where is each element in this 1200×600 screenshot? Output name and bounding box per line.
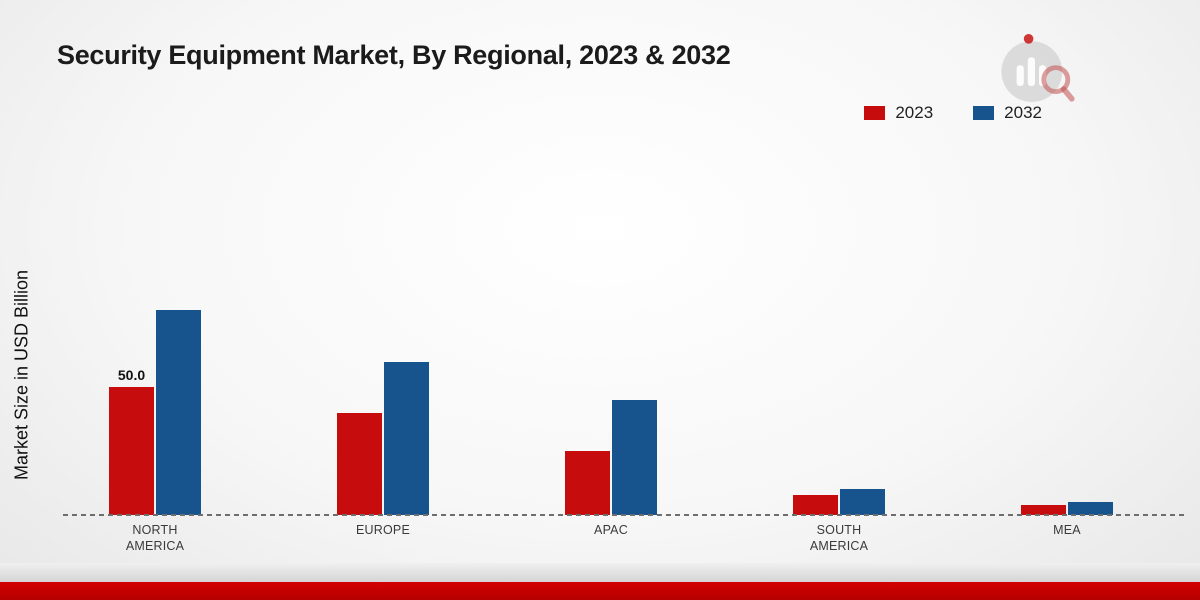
bar-2023-mea — [1021, 505, 1066, 515]
bar-2023-south-america — [793, 495, 838, 515]
x-axis-line — [63, 514, 1185, 516]
bar-2032-mea — [1068, 502, 1113, 515]
y-axis-label: Market Size in USD Billion — [11, 269, 32, 481]
bar-group-mea — [1021, 502, 1113, 515]
category-label-apac: APAC — [594, 523, 628, 537]
bar-2023-north-america: 50.0 — [109, 367, 154, 515]
bar-2032-apac — [612, 400, 657, 515]
bar-group-apac — [565, 400, 657, 515]
chart-area: 50.0 — [41, 295, 1181, 515]
category-label-south-america: SOUTH AMERICA — [809, 523, 869, 553]
legend-label-2023: 2023 — [895, 103, 934, 122]
category-label-north-america: NORTH AMERICA — [125, 523, 185, 553]
bar-2032-north-america — [156, 310, 201, 515]
bar-2032-south-america — [840, 489, 885, 515]
bar-group-europe — [337, 362, 429, 515]
plot-area: 50.0 — [41, 295, 1181, 515]
legend: 2023 2032 — [864, 103, 1042, 123]
bar-2032-europe — [384, 362, 429, 515]
bar-group-south-america — [793, 489, 885, 515]
category-label-mea: MEA — [1053, 523, 1081, 537]
legend-swatch-2032 — [973, 106, 995, 120]
value-label-2023-north-america: 50.0 — [117, 367, 146, 383]
bar-2023-europe — [337, 413, 382, 515]
category-label-europe: EUROPE — [356, 523, 410, 537]
legend-swatch-2023 — [864, 106, 886, 120]
chart-title: Security Equipment Market, By Regional, … — [57, 40, 731, 70]
brand-logo-icon — [1001, 34, 1075, 102]
legend-label-2032: 2032 — [1004, 103, 1042, 122]
legend-item-2032: 2032 — [973, 103, 1042, 123]
legend-item-2023: 2023 — [864, 103, 933, 123]
bar-2023-apac — [565, 451, 610, 515]
footer-gray-band — [0, 563, 1200, 582]
footer-red-band — [0, 582, 1200, 600]
bar-group-north-america: 50.0 — [109, 310, 201, 515]
category-labels-row: NORTH AMERICA EUROPE APAC SOUTH AMERICA MEA — [41, 523, 1181, 554]
